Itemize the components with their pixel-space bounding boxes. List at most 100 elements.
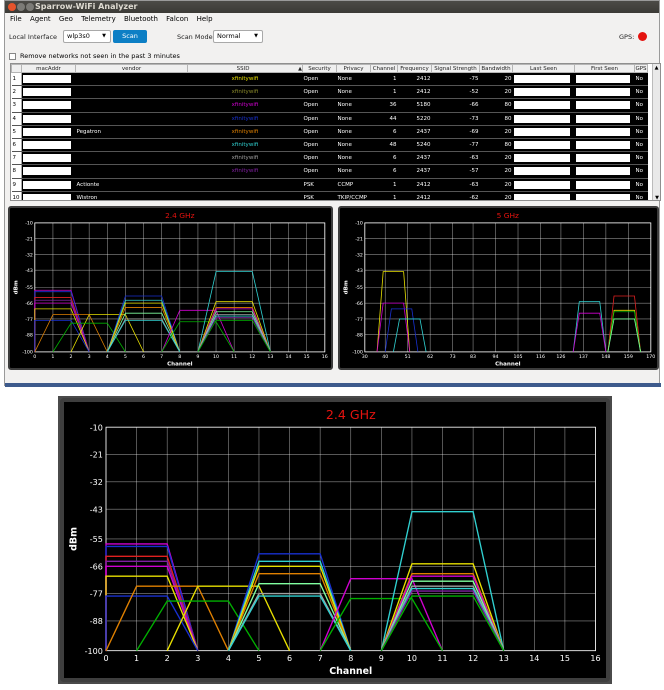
- table-row[interactable]: 5 Pegatron xfinitywifi Open None 6 2437 -69 20 No: [11, 125, 648, 139]
- column-header[interactable]: First Seen: [574, 64, 635, 73]
- x-tick-label: 14: [529, 654, 539, 663]
- column-header[interactable]: Last Seen: [512, 64, 575, 73]
- scroll-up-icon[interactable]: ▲: [654, 65, 659, 71]
- ssid-cell: xfinitywifi: [187, 112, 303, 126]
- maximize-window-button[interactable]: [26, 3, 34, 11]
- toolbar: Local Interface wlp3s0 ▼ Scan Scan Mode:…: [5, 25, 659, 49]
- first-seen-cell: [574, 138, 635, 153]
- y-axis-label: dBm: [13, 280, 19, 294]
- signal-trace: [607, 295, 641, 352]
- signal-trace: [34, 289, 90, 352]
- x-tick-label: 4: [106, 354, 109, 360]
- menu-geo[interactable]: Geo: [58, 15, 73, 23]
- menu-bluetooth[interactable]: Bluetooth: [123, 15, 158, 23]
- y-tick-label: -21: [25, 237, 33, 243]
- close-window-button[interactable]: [8, 3, 16, 11]
- signal-cell: -75: [431, 72, 480, 87]
- minimize-window-button[interactable]: [17, 3, 25, 11]
- table-row[interactable]: 3 xfinitywifi Open None 36 5180 -66 80 No: [11, 98, 648, 113]
- row-index: 6: [11, 138, 22, 153]
- table-row[interactable]: 9 Actionte PSK CCMP 1 2412 -63 20 No: [11, 178, 648, 192]
- scan-button[interactable]: Scan: [113, 30, 147, 43]
- first-seen-cell: [574, 72, 635, 87]
- column-header[interactable]: macAddr: [21, 64, 76, 73]
- table-scrollbar[interactable]: ▲ ▼: [652, 64, 660, 201]
- privacy-cell: None: [336, 125, 371, 139]
- table-row[interactable]: 1 xfinitywifi Open None 1 2412 -75 20 No: [11, 72, 648, 87]
- menu-file[interactable]: File: [10, 15, 22, 23]
- interface-select[interactable]: wlp3s0 ▼: [63, 30, 111, 43]
- gps-cell: No: [634, 112, 648, 126]
- remove-old-networks-row[interactable]: Remove networks not seen in the past 3 m…: [9, 51, 180, 61]
- gps-cell: No: [634, 178, 648, 192]
- column-header[interactable]: Privacy: [336, 64, 371, 73]
- scan-mode-select[interactable]: Normal ▼: [213, 30, 263, 43]
- x-tick-label: 10: [213, 354, 219, 360]
- redacted-field: [513, 180, 570, 189]
- signal-cell: -52: [431, 85, 480, 100]
- signal-trace: [70, 314, 144, 353]
- table-row[interactable]: 4 xfinitywifi Open None 44 5220 -73 80 No: [11, 112, 648, 126]
- table-row[interactable]: 7 xfinitywifi Open None 6 2437 -63 20 No: [11, 151, 648, 166]
- x-tick-label: 8: [348, 654, 353, 663]
- last-seen-cell: [512, 138, 575, 153]
- x-tick-label: 73: [450, 354, 456, 360]
- menu-agent[interactable]: Agent: [29, 15, 51, 23]
- table-row[interactable]: 2 xfinitywifi Open None 1 2412 -52 20 No: [11, 85, 648, 100]
- column-header[interactable]: Security: [302, 64, 337, 73]
- frequency-cell: 2437: [397, 151, 432, 166]
- menu-falcon[interactable]: Falcon: [166, 15, 189, 23]
- ssid-cell: xfinitywifi: [187, 98, 303, 113]
- table-row[interactable]: 10 Wistron PSK TKIP/CCMP 1 2412 -62 20 No: [11, 191, 648, 200]
- x-tick-label: 105: [513, 354, 522, 360]
- column-header[interactable]: Channel: [370, 64, 398, 73]
- signal-trace: [34, 319, 90, 353]
- x-tick-label: 7: [318, 654, 323, 663]
- menu-help[interactable]: Help: [196, 15, 213, 23]
- row-index: 4: [11, 112, 22, 126]
- signal-trace: [380, 580, 505, 651]
- first-seen-cell: [574, 125, 635, 139]
- signal-cell: -57: [431, 164, 480, 179]
- x-tick-label: 12: [468, 654, 478, 663]
- scroll-down-icon[interactable]: ▼: [655, 195, 659, 201]
- column-header[interactable]: vendor: [75, 64, 188, 73]
- table-row[interactable]: 6 xfinitywifi Open None 48 5240 -77 80 No: [11, 138, 648, 153]
- signal-trace: [105, 595, 199, 652]
- frequency-cell: 5220: [397, 112, 432, 126]
- ssid-cell: xfinitywifi: [187, 125, 303, 139]
- y-tick-label: -66: [25, 301, 33, 307]
- signal-trace: [105, 543, 199, 651]
- frequency-cell: 2412: [397, 72, 432, 87]
- y-tick-label: -43: [355, 268, 363, 274]
- title-bar: Sparrow-WiFi Analyzer: [5, 1, 659, 13]
- security-cell: Open: [302, 98, 337, 113]
- redacted-field: [23, 180, 72, 189]
- mac-cell: [21, 151, 76, 166]
- column-header[interactable]: GPS: [634, 64, 648, 73]
- signal-trace: [106, 302, 181, 353]
- signal-cell: -63: [431, 178, 480, 192]
- menu-telemetry[interactable]: Telemetry: [81, 15, 116, 23]
- redacted-field: [513, 88, 570, 97]
- privacy-cell: None: [336, 98, 371, 113]
- frequency-cell: 2412: [397, 191, 432, 200]
- table-row[interactable]: 8 xfinitywifi Open None 6 2437 -57 20 No: [11, 164, 648, 179]
- mac-cell: [21, 178, 76, 192]
- signal-trace: [106, 307, 181, 353]
- column-header[interactable]: Bandwidth: [479, 64, 513, 73]
- signal-cell: -63: [431, 151, 480, 166]
- signal-trace: [106, 295, 181, 353]
- signal-trace: [227, 553, 352, 651]
- signal-trace: [34, 314, 108, 353]
- column-header[interactable]: Signal Strength: [431, 64, 480, 73]
- signal-trace: [197, 271, 271, 352]
- redacted-field: [575, 193, 631, 200]
- privacy-cell: None: [336, 85, 371, 100]
- networks-table[interactable]: macAddr vendor SSID ▲ Security Privacy C…: [10, 63, 661, 201]
- column-header[interactable]: SSID ▲: [187, 64, 303, 73]
- x-tick-label: 15: [560, 654, 570, 663]
- remove-old-networks-checkbox[interactable]: [9, 52, 16, 60]
- column-header[interactable]: Frequency: [397, 64, 432, 73]
- scan-mode-label: Scan Mode:: [177, 33, 215, 41]
